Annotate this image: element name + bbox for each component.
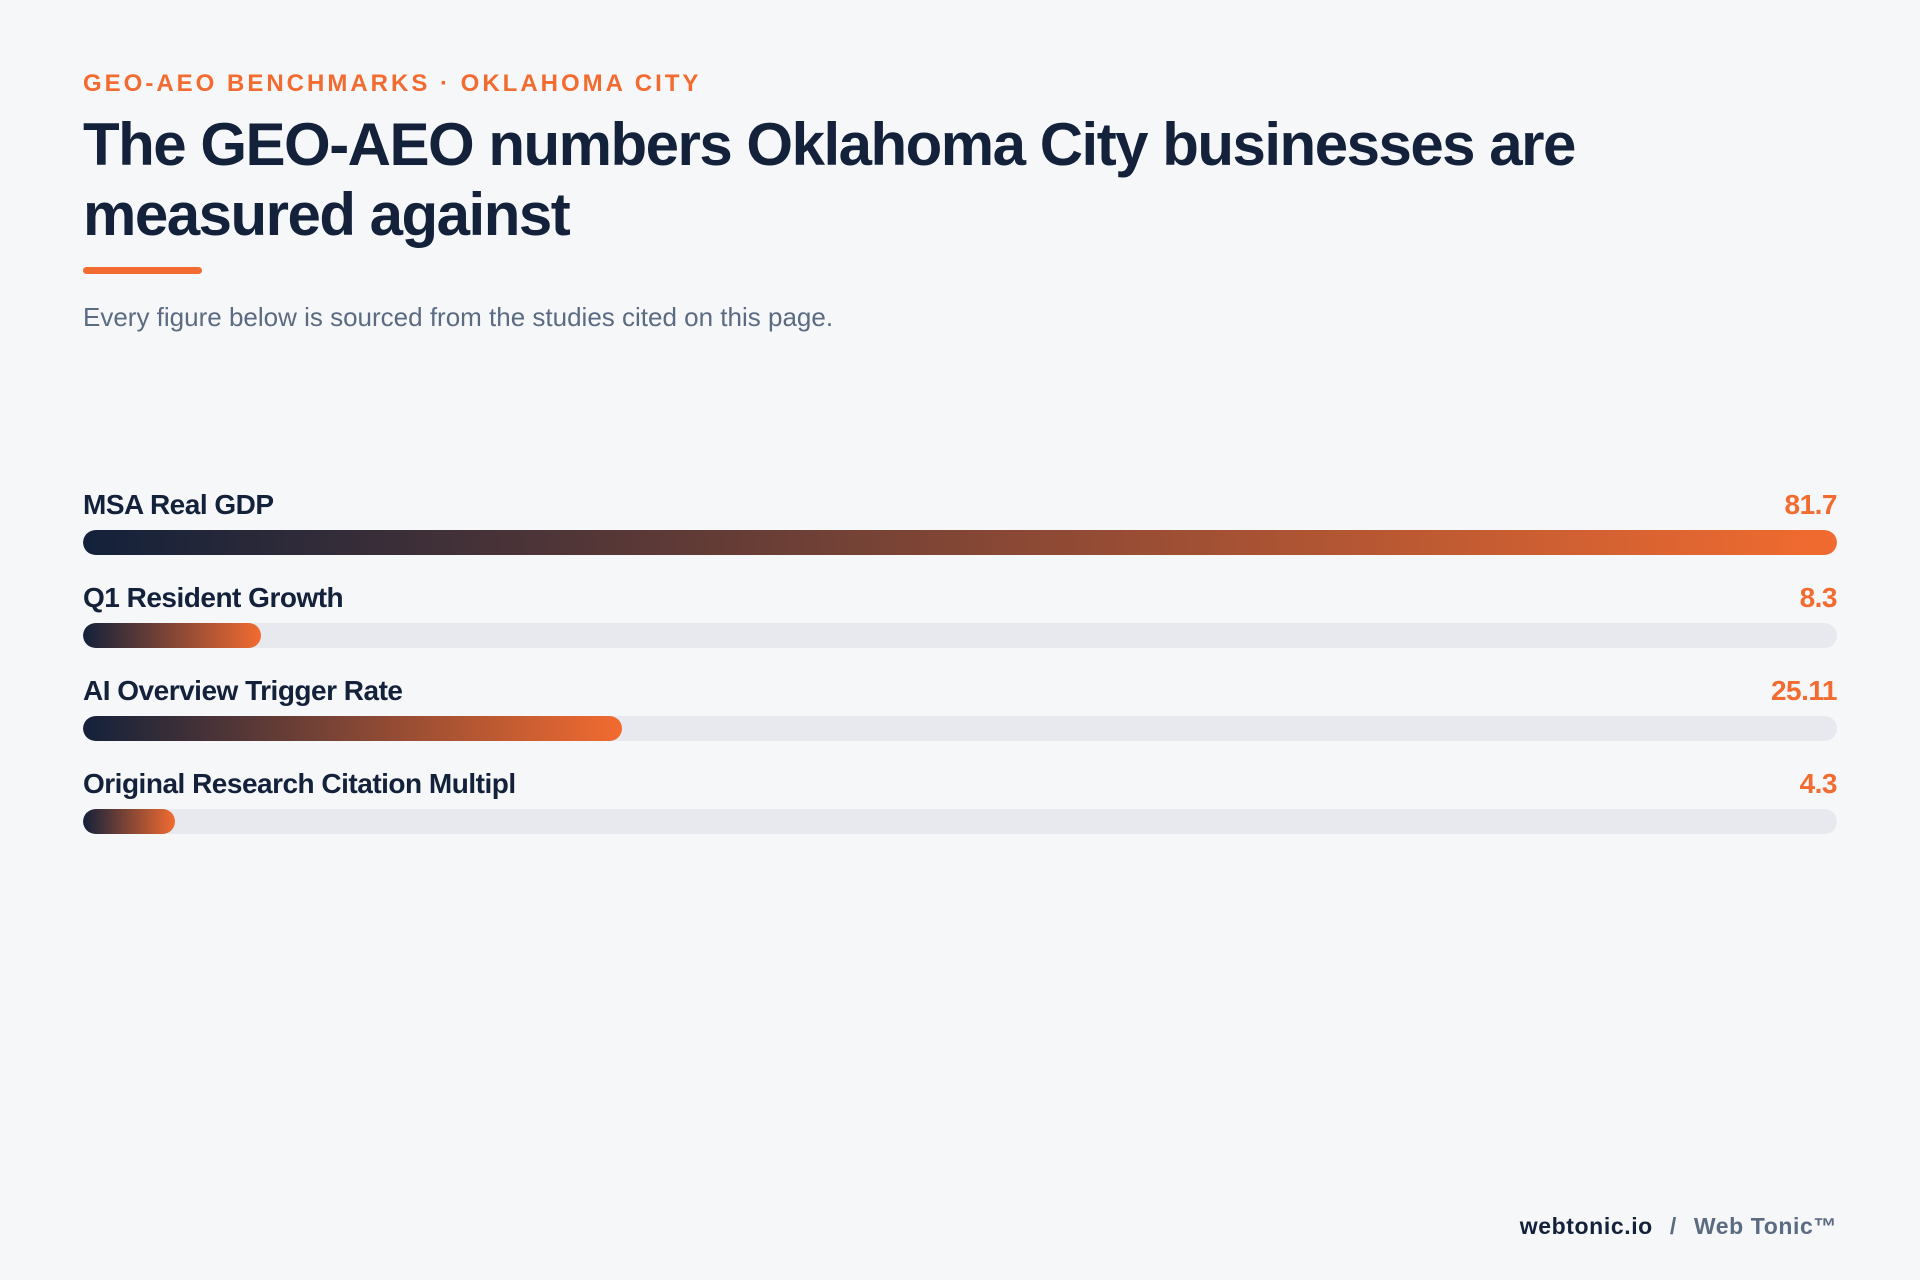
bar-value-label: 8.3 [1799, 582, 1838, 613]
footer-brand: Web Tonic™ [1693, 1213, 1837, 1239]
bar-track [83, 530, 1837, 555]
bar-fill [83, 623, 262, 648]
title-underline [83, 267, 202, 274]
footer-domain: webtonic.io [1519, 1213, 1653, 1239]
bar-track [83, 809, 1837, 834]
bar-chart: MSA Real GDP 81.7 Q1 Resident Growth 8.3 AI … [83, 485, 1838, 857]
eyebrow-label: GEO-AEO BENCHMARKS · OKLAHOMA CITY [83, 70, 702, 97]
bar-track [83, 716, 1837, 741]
bar-row-header: Original Research Citation Multipl 4.3 [83, 764, 1838, 800]
bar-track [83, 623, 1837, 648]
bar-row: Original Research Citation Multipl 4.3 [83, 764, 1838, 857]
bar-label: AI Overview Trigger Rate [83, 675, 403, 706]
bar-fill [83, 530, 1837, 555]
bar-label: Q1 Resident Growth [83, 582, 344, 613]
bar-fill [83, 716, 623, 741]
bar-value-label: 81.7 [1784, 489, 1838, 520]
bar-value-label: 25.11 [1770, 675, 1838, 706]
bar-row: AI Overview Trigger Rate 25.11 [83, 671, 1838, 764]
bar-fill [83, 809, 176, 834]
bar-row-header: Q1 Resident Growth 8.3 [83, 578, 1838, 614]
bar-row-header: MSA Real GDP 81.7 [83, 485, 1837, 521]
bar-row: Q1 Resident Growth 8.3 [83, 578, 1838, 671]
bar-row-header: AI Overview Trigger Rate 25.11 [83, 671, 1838, 707]
bar-label: Original Research Citation Multipl [83, 768, 516, 799]
footer-separator: / [1669, 1213, 1677, 1239]
bar-row: MSA Real GDP 81.7 [83, 485, 1837, 578]
bar-label: MSA Real GDP [83, 489, 274, 520]
footer-credit: webtonic.io / Web Tonic™ [1520, 1213, 1837, 1240]
page-title: The GEO-AEO numbers Oklahoma City busine… [83, 111, 1576, 248]
bar-value-label: 4.3 [1799, 768, 1838, 799]
page-subtitle: Every figure below is sourced from the s… [83, 302, 834, 332]
